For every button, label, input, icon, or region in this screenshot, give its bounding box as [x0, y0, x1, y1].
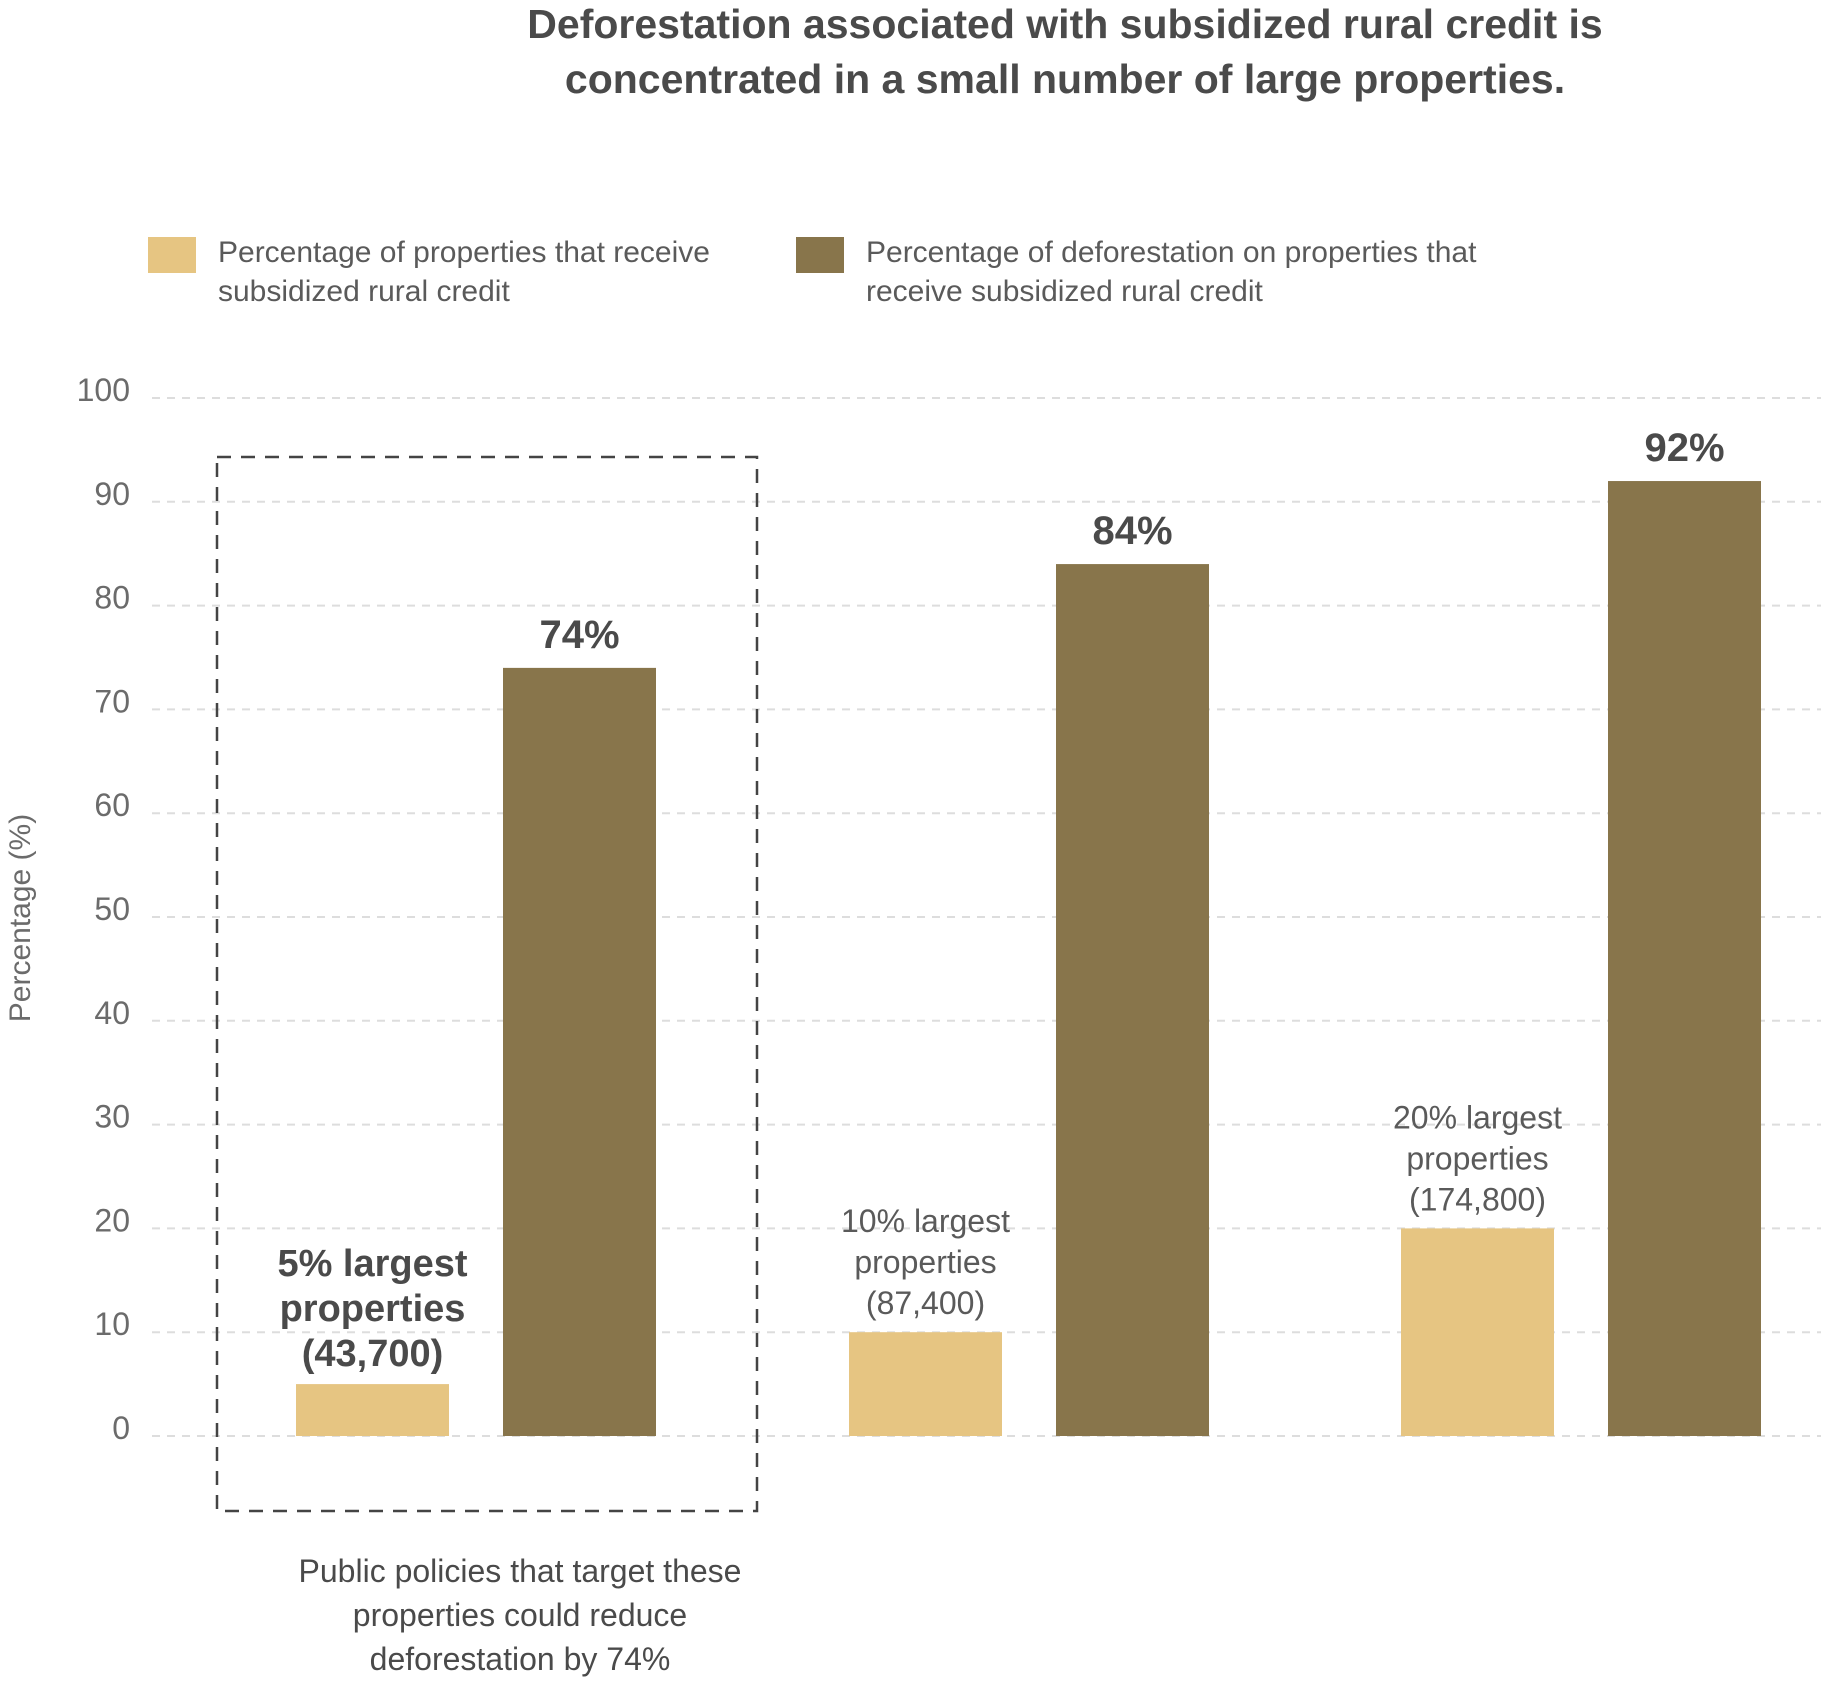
- annotation-line: deforestation by 74%: [370, 1641, 671, 1677]
- deforestation-value-label: 74%: [539, 613, 619, 657]
- highlight-box: [215, 455, 759, 1513]
- bars: [296, 481, 1761, 1436]
- legend-label: receive subsidized rural credit: [866, 275, 1264, 308]
- y-tick-label: 80: [94, 580, 130, 616]
- chart-title-line: concentrated in a small number of large …: [565, 56, 1565, 102]
- category-label: 20% largest: [1393, 1099, 1562, 1135]
- category-label: properties: [854, 1244, 996, 1280]
- y-tick-label: 100: [77, 372, 130, 408]
- bar-deforestation: [1608, 481, 1761, 1436]
- y-tick-label: 70: [94, 683, 130, 719]
- annotation: Public policies that target these propert…: [299, 1553, 742, 1677]
- legend-swatch: [796, 237, 844, 273]
- category-label: properties: [280, 1288, 466, 1330]
- category-label: properties: [1406, 1140, 1548, 1176]
- deforestation-value-label: 84%: [1092, 509, 1172, 553]
- legend-label: Percentage of deforestation on propertie…: [866, 236, 1477, 269]
- y-tick-label: 50: [94, 891, 130, 927]
- bar-deforestation: [503, 667, 656, 1436]
- chart-title: Deforestation associated with subsidized…: [527, 1, 1602, 102]
- category-label: 5% largest: [277, 1243, 467, 1285]
- y-tick-label: 20: [94, 1202, 130, 1238]
- highlight-box-outline: [215, 455, 759, 1513]
- bar-properties: [1401, 1228, 1554, 1436]
- category-label: (43,700): [302, 1333, 444, 1375]
- legend-swatch: [148, 237, 196, 273]
- y-tick-label: 0: [112, 1410, 130, 1446]
- annotation-line: Public policies that target these: [299, 1553, 742, 1589]
- chart-title-line: Deforestation associated with subsidized…: [527, 1, 1602, 47]
- y-tick-label: 60: [94, 787, 130, 823]
- y-tick-label: 90: [94, 476, 130, 512]
- y-axis-ticks: 0 10 20 30 40 50 60 70 80 90 100: [77, 372, 130, 1446]
- legend-label: Percentage of properties that receive: [218, 236, 710, 269]
- bar-properties: [296, 1384, 449, 1436]
- y-axis-label: Percentage (%): [4, 814, 37, 1022]
- bar-properties: [849, 1332, 1002, 1436]
- category-label: (174,800): [1409, 1181, 1546, 1217]
- y-tick-label: 30: [94, 1099, 130, 1135]
- y-axis-title: Percentage (%): [4, 814, 37, 1022]
- legend-label: subsidized rural credit: [218, 275, 510, 308]
- annotation-line: properties could reduce: [353, 1597, 687, 1633]
- category-label: 10% largest: [841, 1203, 1010, 1239]
- deforestation-value-label: 92%: [1644, 426, 1724, 470]
- y-tick-label: 40: [94, 995, 130, 1031]
- legend: Percentage of properties that receive sub…: [148, 236, 1477, 308]
- bar-deforestation: [1056, 564, 1209, 1436]
- category-label: (87,400): [866, 1285, 985, 1321]
- y-tick-label: 10: [94, 1306, 130, 1342]
